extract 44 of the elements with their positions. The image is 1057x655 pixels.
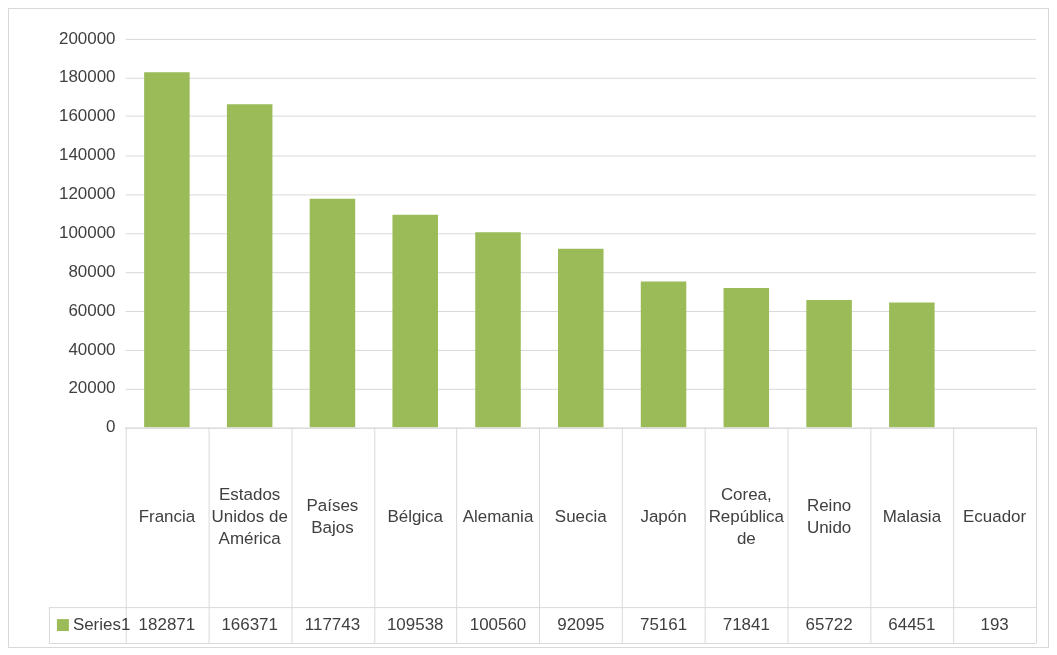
bar (309, 198, 356, 428)
data-label: 65722 (805, 614, 853, 634)
x-tick-label: Malasia (882, 507, 942, 527)
y-tick-label: 180000 (58, 67, 116, 87)
y-tick-label: 80000 (68, 261, 116, 281)
x-tick-label: Países Bajos (306, 496, 359, 538)
data-label: 109538 (386, 614, 444, 634)
y-tick-label: 100000 (58, 222, 116, 242)
data-label: 193 (980, 614, 1009, 634)
bar (889, 302, 935, 428)
bar (144, 72, 190, 428)
bar (640, 281, 687, 428)
y-tick-label: 140000 (58, 145, 116, 165)
bar (723, 288, 770, 428)
data-label: 166371 (221, 614, 278, 634)
data-label: 64451 (888, 614, 936, 634)
y-tick-label: 40000 (68, 339, 116, 359)
x-tick-label: Alemania (462, 507, 534, 527)
y-tick-label: 20000 (68, 378, 116, 398)
x-tick-label: Francia (138, 507, 196, 527)
y-tick-label: 160000 (58, 106, 116, 126)
bar (558, 248, 604, 428)
x-tick-label: Ecuador (963, 507, 1027, 527)
bar (392, 214, 438, 428)
x-tick-label: Reino Unido (806, 496, 852, 538)
data-label: 92095 (557, 614, 605, 634)
x-tick-label: Japón (640, 507, 687, 527)
y-tick-label: 60000 (68, 300, 116, 320)
bar (475, 232, 521, 428)
x-tick-label: Estados Unidos de América (211, 485, 288, 549)
data-label: 75161 (639, 614, 688, 634)
x-tick-label: Suecia (554, 507, 608, 527)
x-tick-label: Bélgica (387, 507, 444, 527)
data-label: 100560 (469, 614, 527, 634)
data-label: 71841 (722, 614, 770, 634)
y-tick-label: 0 (106, 417, 116, 437)
x-tick-label: Corea, República de (708, 485, 785, 549)
bar (226, 104, 273, 428)
data-label: 117743 (304, 614, 361, 634)
data-label: 182871 (138, 614, 196, 634)
y-tick-label: 200000 (58, 28, 116, 48)
bar (806, 299, 852, 428)
legend-label: Series1 (72, 614, 131, 634)
y-tick-label: 120000 (58, 184, 116, 204)
